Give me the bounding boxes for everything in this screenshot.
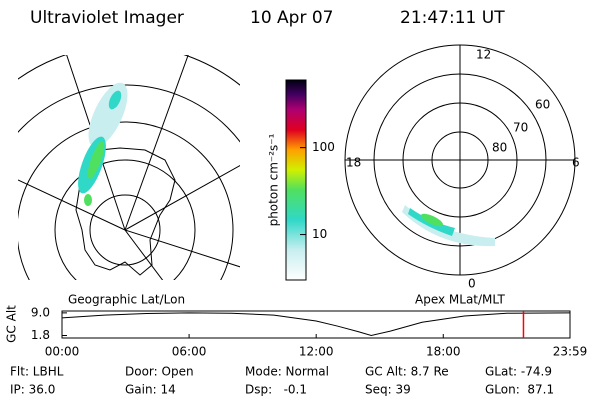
mlt-label: 12	[476, 48, 491, 62]
mlt-label: 18	[346, 156, 361, 170]
x-tick-label: 18:00	[426, 345, 461, 359]
status-field: Gain: 14	[125, 383, 176, 397]
x-tick-label: 23:59	[553, 345, 588, 359]
mlt-label: 0	[468, 277, 476, 291]
colorbar	[285, 79, 307, 281]
y-tick-label: 9.0	[31, 305, 50, 319]
status-field: GLat: -74.9	[485, 365, 552, 379]
colorbar-tick-label: 10	[312, 227, 327, 241]
status-field: IP: 36.0	[10, 383, 55, 397]
x-tick-label: 12:00	[299, 345, 334, 359]
geographic-map	[18, 55, 240, 280]
x-tick-label: 06:00	[172, 345, 207, 359]
x-tick-label: 00:00	[45, 345, 80, 359]
colorbar-label: photon cm⁻²s⁻¹	[267, 133, 281, 226]
status-field: GC Alt: 8.7 Re	[365, 365, 449, 379]
time: 21:47:11 UT	[400, 8, 505, 28]
date: 10 Apr 07	[250, 8, 333, 28]
plot-frame	[61, 310, 571, 339]
mlat-label: 80	[492, 141, 507, 155]
y-axis-label: GC Alt	[5, 305, 19, 343]
status-field: Dsp: -0.1	[245, 383, 307, 397]
altitude-line	[61, 312, 571, 337]
status-field: Flt: LBHL	[10, 365, 64, 379]
map-label: Apex MLat/MLT	[415, 293, 505, 307]
map-label: Geographic Lat/Lon	[68, 293, 185, 307]
status-field: GLon: 87.1	[485, 383, 554, 397]
aurora	[78, 82, 128, 206]
y-tick-label: 1.8	[31, 328, 50, 342]
status-field: Seq: 39	[365, 383, 411, 397]
status-field: Mode: Normal	[245, 365, 329, 379]
colorbar-tick-label: 100	[312, 140, 335, 154]
title: Ultraviolet Imager	[30, 8, 184, 28]
magnetic-map	[344, 44, 576, 276]
mlt-label: 6	[572, 156, 580, 170]
mlat-label: 60	[535, 98, 550, 112]
status-field: Door: Open	[125, 365, 194, 379]
mlat-label: 70	[513, 121, 528, 135]
